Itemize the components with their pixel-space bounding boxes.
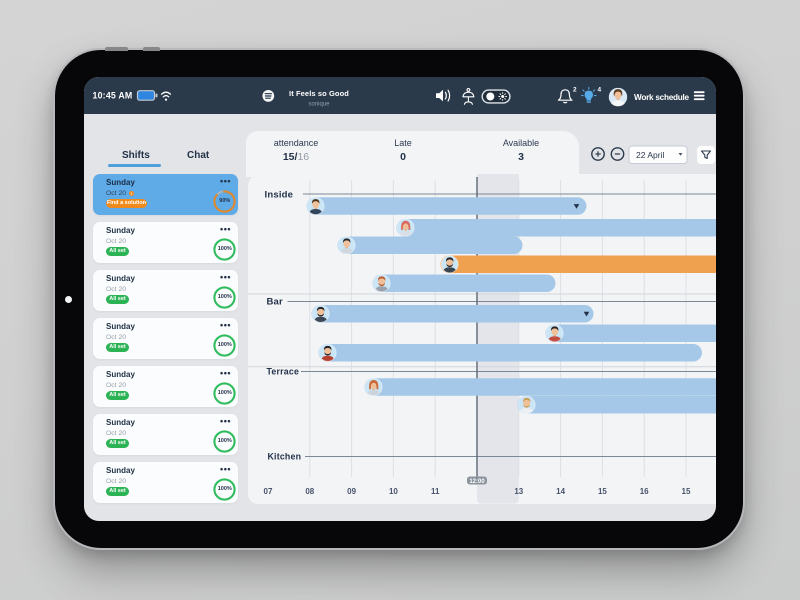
svg-text:15: 15 bbox=[681, 487, 690, 496]
svg-text:07: 07 bbox=[263, 487, 272, 496]
svg-text:4: 4 bbox=[598, 87, 602, 94]
svg-text:08: 08 bbox=[305, 487, 314, 496]
svg-text:Work schedule: Work schedule bbox=[634, 93, 690, 102]
svg-text:22 April: 22 April bbox=[636, 150, 664, 160]
svg-text:2: 2 bbox=[573, 87, 577, 94]
svg-text:Kitchen: Kitchen bbox=[267, 452, 301, 462]
svg-text:sonique: sonique bbox=[308, 102, 330, 108]
svg-text:12:00: 12:00 bbox=[469, 479, 485, 485]
svg-text:10: 10 bbox=[388, 487, 397, 496]
svg-text:14: 14 bbox=[556, 487, 565, 496]
svg-text:16: 16 bbox=[639, 487, 648, 496]
svg-text:Bar: Bar bbox=[266, 297, 283, 308]
svg-text:09: 09 bbox=[347, 487, 356, 496]
svg-text:15: 15 bbox=[597, 487, 606, 496]
svg-text:10:45 AM: 10:45 AM bbox=[93, 91, 133, 101]
svg-text:11: 11 bbox=[430, 487, 439, 496]
svg-text:Inside: Inside bbox=[264, 190, 293, 201]
svg-text:Terrace: Terrace bbox=[266, 367, 299, 377]
svg-text:13: 13 bbox=[514, 487, 523, 496]
svg-text:It Feels so Good: It Feels so Good bbox=[289, 89, 349, 98]
